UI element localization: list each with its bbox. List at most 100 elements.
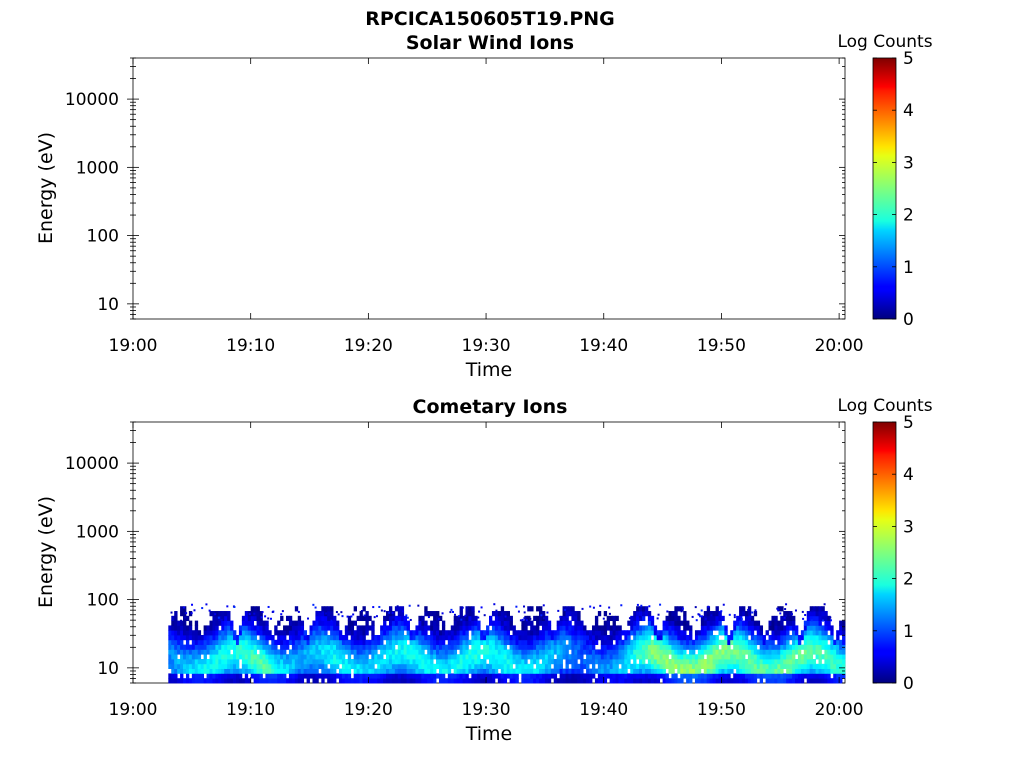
heatmap-cell <box>356 659 360 665</box>
heatmap-cell <box>183 611 187 617</box>
heatmap-cell <box>724 678 728 684</box>
heatmap-cell <box>347 659 352 665</box>
heatmap-cell <box>536 673 540 679</box>
heatmap-cell <box>315 673 319 679</box>
heatmap-cell <box>780 615 784 622</box>
heatmap-cell <box>647 673 652 679</box>
heatmap-cell <box>503 620 508 626</box>
heatmap-cell <box>344 625 349 631</box>
heatmap-cell <box>583 625 587 631</box>
heatmap-cell <box>309 649 313 655</box>
heatmap-cell <box>747 649 752 655</box>
colorbar-tick-label: 4 <box>903 465 914 485</box>
heatmap-cell <box>700 609 703 612</box>
heatmap-cell <box>403 615 408 622</box>
heatmap-cell <box>606 649 611 655</box>
heatmap-cell <box>606 654 611 660</box>
heatmap-cell <box>174 630 178 636</box>
heatmap-cell <box>541 644 546 650</box>
heatmap-cell <box>683 644 687 650</box>
y-tick-label: 100 <box>87 227 119 247</box>
heatmap-cell <box>321 649 325 655</box>
heatmap-cell <box>721 644 725 650</box>
heatmap-cell <box>318 649 322 655</box>
heatmap-cell <box>371 649 375 655</box>
heatmap-cell <box>174 663 178 669</box>
heatmap-cell <box>353 673 357 679</box>
heatmap-cell <box>547 659 552 665</box>
heatmap-cell <box>291 663 296 669</box>
heatmap-cell <box>383 635 387 641</box>
heatmap-cell <box>597 654 602 660</box>
heatmap-cell <box>565 625 569 631</box>
heatmap-cell <box>338 630 343 636</box>
heatmap-cell <box>465 644 469 650</box>
heatmap-cell <box>380 663 384 669</box>
heatmap-cell <box>624 663 628 669</box>
heatmap-cell <box>388 678 393 684</box>
heatmap-cell <box>256 654 260 660</box>
heatmap-cell <box>541 678 546 684</box>
heatmap-cell <box>809 678 814 684</box>
heatmap-cell <box>539 644 543 650</box>
heatmap-cell <box>797 659 802 665</box>
heatmap-cell <box>330 606 334 612</box>
heatmap-cell <box>686 625 690 631</box>
heatmap-cell <box>174 659 178 665</box>
heatmap-cell <box>608 612 611 615</box>
heatmap-cell <box>559 673 563 679</box>
heatmap-cell <box>639 625 643 631</box>
heatmap-cell <box>436 654 440 660</box>
heatmap-cell <box>515 644 519 650</box>
heatmap-cell <box>521 649 525 655</box>
heatmap-cell <box>406 673 410 679</box>
heatmap-cell <box>277 630 281 636</box>
heatmap-cell <box>771 625 775 631</box>
heatmap-cell <box>360 610 363 613</box>
heatmap-cell <box>694 668 699 674</box>
heatmap-cell <box>586 630 590 636</box>
heatmap-cell <box>739 663 743 669</box>
heatmap-cell <box>356 639 360 646</box>
heatmap-cell <box>447 635 452 641</box>
heatmap-cell <box>515 659 519 665</box>
heatmap-cell <box>630 663 634 669</box>
heatmap-cell <box>465 625 469 631</box>
heatmap-cell <box>241 620 246 626</box>
heatmap-cell <box>465 606 469 612</box>
heatmap-cell <box>394 654 399 660</box>
heatmap-cell <box>280 673 284 679</box>
heatmap-cell <box>750 644 755 650</box>
heatmap-cell <box>512 673 516 679</box>
heatmap-cell <box>621 649 625 655</box>
heatmap-cell <box>812 644 816 650</box>
heatmap-cell <box>185 612 188 615</box>
heatmap-cell <box>450 625 455 631</box>
heatmap-cell <box>188 630 193 636</box>
heatmap-cell <box>362 630 366 636</box>
heatmap-cell <box>665 673 669 679</box>
heatmap-cell <box>680 663 684 669</box>
heatmap-cell <box>324 668 328 674</box>
heatmap-cell <box>674 678 678 684</box>
heatmap-cell <box>706 611 711 617</box>
heatmap-cell <box>206 678 210 684</box>
heatmap-cell <box>462 673 466 679</box>
heatmap-cell <box>347 620 352 626</box>
heatmap-cell <box>742 673 746 679</box>
heatmap-cell <box>480 639 484 646</box>
heatmap-cell <box>403 668 408 674</box>
heatmap-cell <box>577 615 581 622</box>
heatmap-cell <box>712 668 716 674</box>
heatmap-cell <box>539 673 543 679</box>
heatmap-cell <box>580 649 584 655</box>
heatmap-cell <box>397 625 402 631</box>
heatmap-cell <box>792 615 796 622</box>
heatmap-cell <box>544 615 549 622</box>
heatmap-cell <box>792 630 796 636</box>
heatmap-cell <box>353 678 357 684</box>
heatmap-cell <box>674 635 678 641</box>
heatmap-cell <box>462 630 466 636</box>
heatmap-cell <box>235 678 240 684</box>
heatmap-cell <box>739 673 743 679</box>
